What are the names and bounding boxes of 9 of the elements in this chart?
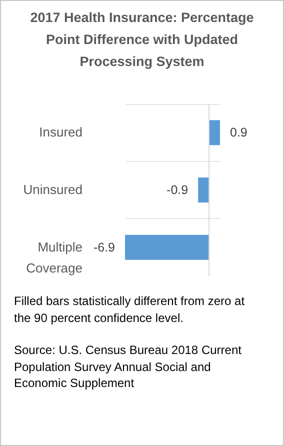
data-label: -0.9 xyxy=(166,183,188,197)
data-label: 0.9 xyxy=(230,126,248,140)
y-tick-label: Insured xyxy=(39,124,82,140)
chart-title: 2017 Health Insurance: Percentage Point Difference with Updated Processing System xyxy=(29,9,255,71)
text: Filled bars statistically different from zero at the 90 percent confidence level. xyxy=(14,293,246,326)
data-label: -6.9 xyxy=(93,240,116,254)
source-note: Source: U.S. Census Bureau 2018 Current Population Survey Annual Social and Economic Supplement xyxy=(14,342,242,392)
y-tick-label: Multiple Coverage xyxy=(26,239,82,276)
y-tick-label: Uninsured xyxy=(23,182,82,197)
